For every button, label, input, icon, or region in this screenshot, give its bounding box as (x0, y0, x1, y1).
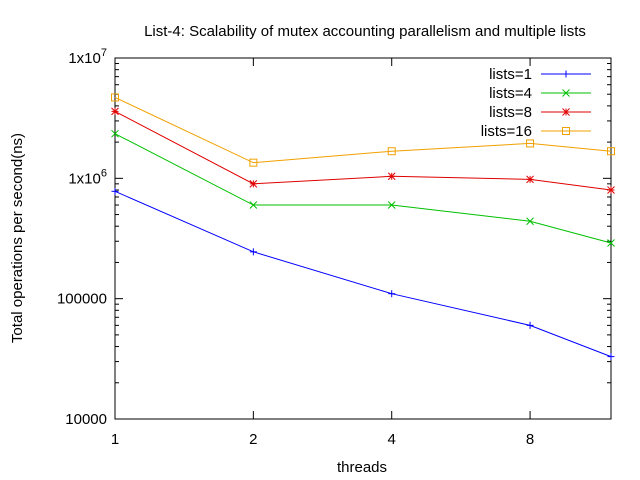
data-point (526, 321, 534, 329)
series-lists=1 (111, 187, 615, 361)
legend-marker (562, 70, 570, 78)
series-lists=16 (111, 93, 615, 167)
y-tick-label: 10000 (65, 411, 107, 428)
x-tick-label: 1 (111, 431, 119, 448)
data-point (111, 187, 119, 195)
data-point (526, 175, 534, 184)
y-tick-label: 1x106 (68, 167, 107, 187)
data-point (111, 107, 119, 116)
legend-label: lists=1 (489, 66, 532, 83)
y-tick-exponent: 6 (101, 167, 107, 179)
data-point (249, 248, 257, 256)
data-point (111, 93, 119, 102)
data-point (607, 353, 615, 361)
series-layer (111, 93, 615, 361)
series-lists=8 (111, 107, 615, 194)
series-line (114, 190, 612, 358)
data-point (111, 129, 119, 138)
series-lists=4 (111, 129, 615, 247)
plot-area (114, 57, 612, 420)
legend-item: lists=1 (489, 66, 591, 83)
y-tick-exponent: 7 (101, 47, 107, 59)
x-tick-label: 2 (249, 431, 257, 448)
series-line (114, 110, 612, 191)
data-point (387, 147, 396, 156)
x-tick-label: 4 (388, 431, 396, 448)
data-point (607, 239, 615, 247)
legend-marker (562, 89, 570, 97)
data-point (387, 172, 396, 181)
data-point (249, 201, 258, 209)
legend-label: lists=8 (489, 104, 532, 121)
series-line (114, 97, 612, 164)
data-point (607, 186, 615, 194)
legend-label: lists=4 (489, 85, 532, 102)
chart-title: List-4: Scalability of mutex accounting … (144, 23, 586, 40)
x-axis: 1 2 4 8 (111, 58, 534, 448)
y-tick-label: 1x107 (68, 47, 107, 67)
legend-item: lists=16 (481, 123, 591, 140)
legend-marker (562, 108, 570, 116)
data-point (388, 290, 396, 298)
y-axis-label: Total operations per second(ns) (9, 133, 26, 343)
y-tick-label: 100000 (57, 291, 107, 308)
x-tick-label: 8 (526, 431, 534, 448)
legend: lists=1 lists=4 lists=8 lists=16 (481, 66, 591, 140)
legend-item: lists=8 (489, 104, 591, 121)
legend-marker (562, 127, 570, 135)
data-point (526, 139, 535, 148)
data-point (607, 147, 615, 156)
plot-border (114, 57, 612, 420)
data-point (249, 179, 258, 188)
data-point (249, 158, 258, 167)
x-axis-label: threads (337, 459, 387, 476)
data-point (526, 217, 534, 226)
y-axis: 10000 100000 1x106 1x107 (57, 47, 611, 428)
data-point (387, 201, 396, 209)
legend-label: lists=16 (481, 123, 532, 140)
legend-item: lists=4 (489, 85, 591, 102)
